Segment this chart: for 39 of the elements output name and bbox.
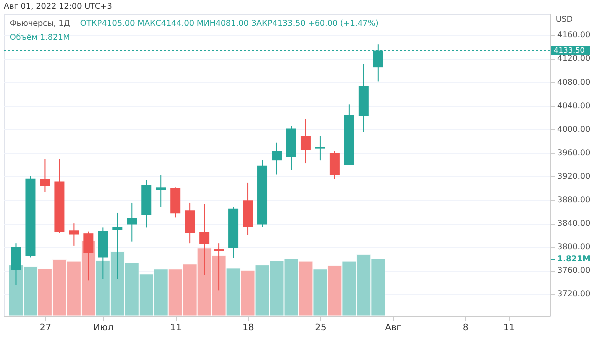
candlestick bbox=[330, 150, 340, 180]
candlestick bbox=[127, 202, 138, 242]
y-tick-label: 3880.00 bbox=[558, 196, 590, 205]
y-tick-label: 4000.00 bbox=[558, 124, 590, 134]
x-tick-label: 11 bbox=[504, 324, 516, 334]
y-tick-label: 3760.00 bbox=[558, 266, 590, 276]
y-tick-label: 3920.00 bbox=[558, 172, 590, 181]
candlestick bbox=[156, 174, 166, 208]
x-tick-label: 18 bbox=[242, 324, 255, 334]
annotation: ОТКР4105.00 МАКС4144.00 МИН4081.00 ЗАКР4133.50 +60.00 (+1.47%) bbox=[80, 19, 379, 28]
candlestick bbox=[40, 158, 50, 193]
y-tick-label: 3720.00 bbox=[558, 290, 590, 299]
y-tick-label: 3960.00 bbox=[558, 148, 590, 158]
candlestick bbox=[69, 223, 80, 246]
candlestick bbox=[185, 202, 196, 244]
y-tick-label: 3800.00 bbox=[558, 242, 590, 252]
x-tick-label: 8 bbox=[462, 324, 469, 334]
annotation: Объём 1.821M bbox=[10, 33, 70, 42]
text: Фьючерсы, 1Д bbox=[10, 19, 70, 28]
candlestick bbox=[84, 231, 94, 282]
y2-tick-label: 1.821M bbox=[558, 254, 590, 264]
candlestick bbox=[300, 118, 311, 164]
x-tick-label: Июл bbox=[94, 324, 114, 334]
y-tick-label: 4160.00 bbox=[558, 30, 590, 40]
y-tick-label: 4120.00 bbox=[558, 54, 590, 64]
text: Авг 01, 2022 12:00 UTC+3 bbox=[4, 2, 112, 11]
y-axis-title: USD bbox=[556, 15, 574, 24]
x-tick-label: 27 bbox=[40, 324, 52, 334]
x-tick-label: 25 bbox=[315, 324, 327, 334]
candlestick bbox=[112, 212, 123, 280]
x-tick-label: Авг bbox=[385, 324, 402, 334]
candlestick bbox=[11, 243, 22, 286]
y-tick-label: 3840.00 bbox=[558, 219, 590, 228]
candlestick bbox=[315, 136, 326, 162]
x-tick-label: 11 bbox=[170, 324, 182, 334]
y-tick-label: 4080.00 bbox=[558, 78, 590, 87]
candlestick bbox=[200, 204, 210, 276]
candlestick bbox=[272, 142, 282, 176]
y-tick-label: 4040.00 bbox=[558, 101, 590, 110]
